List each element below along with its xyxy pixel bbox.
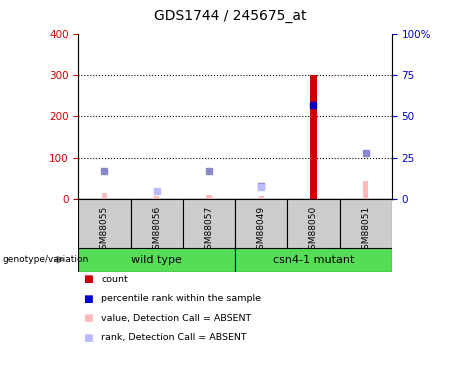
Bar <box>363 182 368 199</box>
Bar <box>310 75 317 199</box>
Text: GSM88056: GSM88056 <box>152 206 161 255</box>
Text: ■: ■ <box>83 294 93 304</box>
Bar <box>102 194 107 199</box>
Text: csn4-1 mutant: csn4-1 mutant <box>273 255 354 265</box>
Text: GSM88050: GSM88050 <box>309 206 318 255</box>
Text: count: count <box>101 275 128 284</box>
Bar <box>78 248 235 272</box>
Bar <box>78 199 130 248</box>
Text: GSM88055: GSM88055 <box>100 206 109 255</box>
Text: GSM88049: GSM88049 <box>257 206 266 255</box>
Text: wild type: wild type <box>131 255 182 265</box>
Bar <box>207 195 212 199</box>
Bar <box>287 199 340 248</box>
Bar <box>340 199 392 248</box>
Bar <box>183 199 235 248</box>
Text: ■: ■ <box>83 314 93 323</box>
Text: percentile rank within the sample: percentile rank within the sample <box>101 294 261 303</box>
Text: rank, Detection Call = ABSENT: rank, Detection Call = ABSENT <box>101 333 247 342</box>
Text: GSM88051: GSM88051 <box>361 206 370 255</box>
Bar <box>154 196 160 199</box>
Text: ■: ■ <box>83 333 93 343</box>
Text: value, Detection Call = ABSENT: value, Detection Call = ABSENT <box>101 314 252 323</box>
Text: genotype/variation: genotype/variation <box>2 255 89 264</box>
Text: GDS1744 / 245675_at: GDS1744 / 245675_at <box>154 9 307 23</box>
Text: GSM88057: GSM88057 <box>205 206 213 255</box>
Bar <box>235 248 392 272</box>
Bar <box>235 199 287 248</box>
Bar <box>130 199 183 248</box>
Text: ■: ■ <box>83 274 93 284</box>
Bar <box>259 196 264 199</box>
